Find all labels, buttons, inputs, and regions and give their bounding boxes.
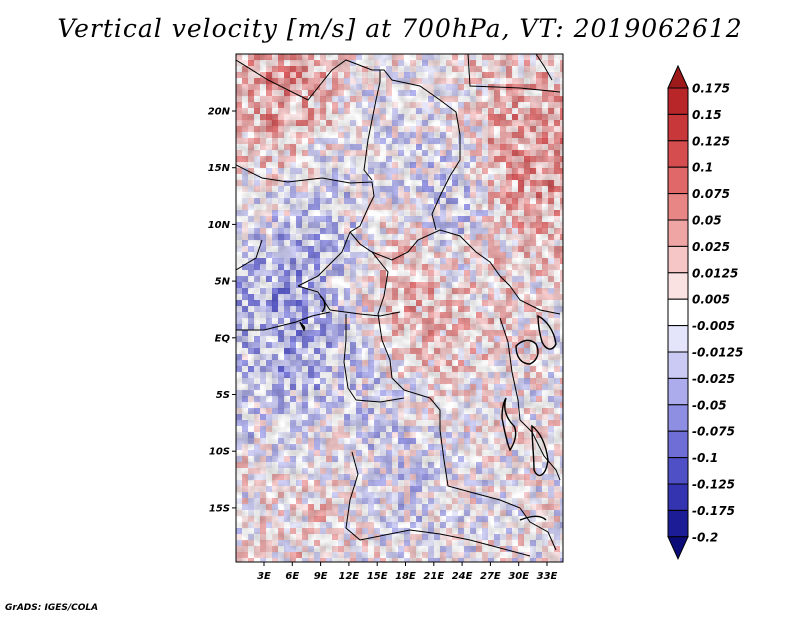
- colorbar-label: 0.05: [692, 214, 722, 228]
- lon-tick-label: 18E: [395, 571, 416, 582]
- map-title: Vertical velocity [m/s] at 700hPa, VT: 2…: [57, 14, 743, 43]
- lon-tick-label: 6E: [285, 571, 299, 582]
- colorbar-label: 0.15: [692, 108, 722, 122]
- colorbar-label: -0.0125: [692, 346, 743, 360]
- colorbar-min-triangle: [667, 536, 689, 561]
- velocity-field: [236, 54, 563, 562]
- colorbar-bin: [667, 219, 689, 247]
- colorbar-label: 0.125: [692, 134, 730, 148]
- colorbar-label: 0.005: [692, 293, 730, 307]
- lat-tick-label: 10N: [208, 220, 231, 231]
- colorbar-max-triangle: [667, 64, 689, 89]
- colorbar-label: -0.005: [692, 319, 735, 333]
- colorbar-bin: [667, 140, 689, 168]
- colorbar-label: -0.125: [692, 478, 735, 492]
- colorbar-bin: [667, 113, 689, 142]
- colorbar-label: 0.075: [692, 187, 730, 201]
- plot-frame: [235, 53, 564, 563]
- lon-tick-label: 15E: [367, 571, 388, 582]
- colorbar-bin: [667, 483, 689, 511]
- colorbar-bin: [667, 193, 689, 221]
- colorbar-bin: [667, 166, 689, 195]
- lon-tick-label: 24E: [452, 571, 473, 582]
- colorbar-bin: [667, 298, 689, 327]
- colorbar-label: -0.175: [692, 504, 735, 518]
- latitude-axis: 20N 15N 10N 5N EQ 5S 10S 15S: [208, 107, 236, 514]
- colorbar-label: 0.1: [692, 161, 713, 175]
- colorbar-bin: [667, 351, 689, 379]
- lon-tick-label: 12E: [339, 571, 360, 582]
- colorbar-bin: [667, 245, 689, 274]
- colorbar-bin: [667, 272, 689, 300]
- colorbar-bin: [667, 457, 689, 485]
- lat-tick-label: 10S: [209, 447, 230, 458]
- lon-tick-label: 33E: [537, 571, 558, 582]
- lat-tick-label: 20N: [208, 107, 231, 118]
- grads-credit: GrADS: IGES/COLA: [5, 603, 99, 613]
- lon-tick-label: 21E: [423, 571, 444, 582]
- lon-tick-label: 9E: [314, 571, 328, 582]
- colorbar-label: 0.025: [692, 240, 730, 254]
- colorbar-bin: [667, 509, 689, 538]
- country-borders: [236, 54, 561, 557]
- colorbar-bin: [667, 325, 689, 353]
- colorbar-bin: [667, 404, 689, 432]
- colorbar-label: -0.025: [692, 372, 735, 386]
- colorbar-label: -0.1: [692, 451, 718, 465]
- lat-tick-label: 15S: [209, 503, 230, 514]
- colorbar-label: -0.05: [692, 398, 727, 412]
- lat-tick-label: EQ: [215, 333, 231, 344]
- lake-outlines: [299, 295, 557, 521]
- lon-tick-label: 27E: [480, 571, 501, 582]
- colorbar: 0.175 0.15 0.125 0.1 0.075 0.05 0.025 0.0125 0.0…: [667, 64, 743, 561]
- lon-tick-label: 30E: [508, 571, 529, 582]
- colorbar-bin: [667, 430, 689, 459]
- colorbar-bin: [667, 87, 689, 115]
- lat-tick-label: 5S: [216, 390, 230, 401]
- colorbar-bin: [667, 377, 689, 406]
- colorbar-label: 0.0125: [692, 266, 738, 280]
- colorbar-label: 0.175: [692, 82, 730, 96]
- longitude-axis: 3E 6E 9E 12E 15E 18E 21E 24E 27E 30E 33E: [257, 562, 558, 582]
- lat-tick-label: 5N: [215, 277, 231, 288]
- lon-tick-label: 3E: [257, 571, 271, 582]
- colorbar-label: -0.2: [692, 530, 718, 544]
- colorbar-label: -0.075: [692, 425, 735, 439]
- lat-tick-label: 15N: [208, 163, 231, 174]
